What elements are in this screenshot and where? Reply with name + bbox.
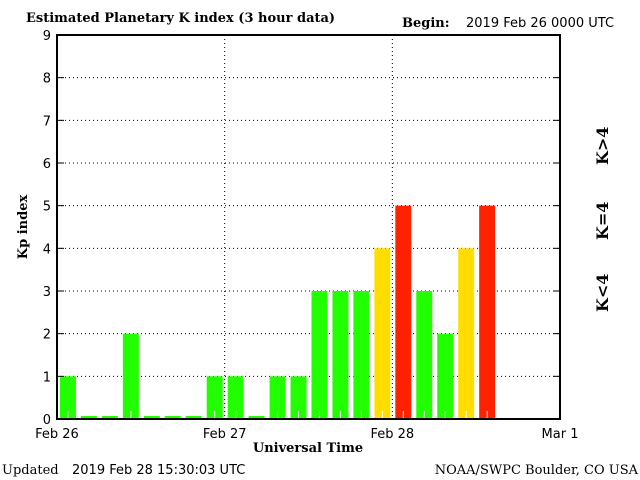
updated-value: 2019 Feb 28 15:30:03 UTC [72,463,245,478]
y-tick-label: 8 [43,72,51,87]
x-tick-label: Feb 26 [35,427,79,442]
kp-bar [185,416,202,419]
kp-bar [395,205,412,419]
kp-bar [437,333,454,419]
y-tick-label: 1 [43,370,51,385]
kp-bar [227,376,244,419]
kp-bar [80,416,97,419]
kp-bar [122,333,139,419]
begin-label: Begin: [402,16,450,31]
source-credit: NOAA/SWPC Boulder, CO USA [435,463,639,478]
legend-k-lt-4: K<4 [593,274,612,312]
y-tick-label: 3 [43,285,51,300]
y-tick-label: 6 [43,157,51,172]
y-axis-label: Kp index [16,195,31,260]
y-tick-label: 7 [43,114,51,129]
legend-k-gt-4: K>4 [593,127,612,165]
kp-bar [101,416,118,419]
x-tick-label: Mar 1 [542,427,579,442]
kp-bar [374,248,391,419]
y-tick-label: 4 [43,242,51,257]
y-tick-label: 0 [43,413,51,428]
legend-k-eq-4: K=4 [593,202,612,240]
kp-bar [458,248,475,419]
kp-bar [332,291,349,419]
kp-bar [416,291,433,419]
x-tick-label: Feb 28 [370,427,414,442]
kp-bar [290,376,307,419]
y-tick-label: 9 [43,29,51,44]
kp-bar [248,416,265,419]
plot-frame [56,34,561,420]
updated-label: Updated [2,463,59,478]
kp-bar [479,205,496,419]
y-tick-label: 2 [43,328,51,343]
kp-bar [164,416,181,419]
x-tick-label: Feb 27 [203,427,247,442]
x-axis-label: Universal Time [253,441,363,456]
chart-title: Estimated Planetary K index (3 hour data… [26,11,335,26]
y-tick-label: 5 [43,200,51,215]
kp-bar [143,416,160,419]
kp-bar [269,376,286,419]
kp-bar [353,291,370,419]
begin-value: 2019 Feb 26 0000 UTC [466,16,614,31]
kp-bar [60,376,76,419]
kp-bar [206,376,223,419]
kp-bar [311,291,328,419]
